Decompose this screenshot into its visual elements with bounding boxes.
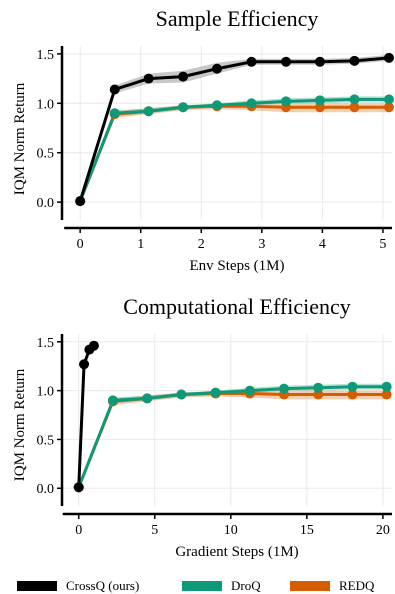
point-redq xyxy=(314,102,325,113)
grid xyxy=(62,334,392,506)
chart-title: Sample Efficiency xyxy=(156,6,319,31)
point-droq xyxy=(142,393,153,404)
point-droq xyxy=(244,385,255,396)
point-crossq-ours xyxy=(109,84,120,95)
x-tick-label: 0 xyxy=(77,237,84,252)
legend-label-crossq: CrossQ (ours) xyxy=(66,578,139,593)
point-droq xyxy=(349,94,360,105)
point-droq xyxy=(210,387,221,398)
chart-title: Computational Efficiency xyxy=(123,294,350,319)
y-tick-label: 1.5 xyxy=(37,336,55,351)
point-droq xyxy=(279,383,290,394)
point-droq xyxy=(383,94,394,105)
series-points xyxy=(73,340,392,493)
band-crossq-ours xyxy=(80,54,389,202)
point-crossq-ours xyxy=(246,56,257,67)
y-axis-label: IQM Norm Return xyxy=(12,82,28,195)
point-droq xyxy=(281,96,292,107)
x-tick-label: 4 xyxy=(319,237,326,252)
point-crossq-ours xyxy=(349,55,360,66)
y-tick-label: 1.0 xyxy=(37,385,55,400)
x-tick-label: 10 xyxy=(224,523,238,538)
x-tick-label: 5 xyxy=(379,237,386,252)
confidence-bands xyxy=(78,343,387,488)
point-droq xyxy=(212,100,223,111)
axes: 0.0 0.5 1.0 1.5 0 1 2 3 4 5 xyxy=(37,46,392,252)
legend-item-crossq: CrossQ (ours) xyxy=(17,578,139,593)
point-droq xyxy=(178,102,189,113)
point-crossq-ours xyxy=(88,340,99,351)
point-redq xyxy=(383,102,394,113)
point-crossq-ours xyxy=(143,73,154,84)
x-tick-label: 2 xyxy=(198,237,205,252)
line-droq xyxy=(78,97,389,202)
series-lines xyxy=(77,344,387,488)
x-tick-label: 3 xyxy=(258,237,265,252)
legend-swatch-crossq xyxy=(17,581,57,591)
legend-swatch-droq xyxy=(182,581,222,591)
point-droq xyxy=(246,98,257,109)
point-droq xyxy=(176,389,187,400)
point-crossq-ours xyxy=(178,71,189,82)
y-tick-label: 0.0 xyxy=(37,482,55,497)
point-droq xyxy=(109,108,120,119)
legend-item-droq: DroQ xyxy=(182,578,261,593)
legend-item-redq: REDQ xyxy=(290,578,375,593)
point-droq xyxy=(313,382,324,393)
grid xyxy=(62,46,392,220)
y-axis-label: IQM Norm Return xyxy=(12,368,28,481)
y-tick-label: 0.5 xyxy=(37,147,55,162)
legend-label-redq: REDQ xyxy=(339,578,375,593)
point-redq xyxy=(347,389,358,400)
chart-sample-efficiency: Sample Efficiency 0.0 0.5 1.0 1.5 0 1 2 3 4 5 Env… xyxy=(12,6,394,274)
point-droq xyxy=(381,381,392,392)
point-redq xyxy=(381,389,392,400)
y-tick-label: 0.5 xyxy=(37,433,55,448)
y-tick-label: 1.0 xyxy=(37,97,55,112)
point-crossq-ours xyxy=(314,56,325,67)
line-redq xyxy=(77,392,387,488)
chart-computational-efficiency: Computational Efficiency 0.0 0.5 1.0 1.5 0 5 1… xyxy=(12,294,392,560)
legend: CrossQ (ours) DroQ REDQ xyxy=(17,578,375,593)
point-droq xyxy=(347,381,358,392)
x-tick-label: 1 xyxy=(137,237,144,252)
line-redq xyxy=(78,104,389,202)
series-points xyxy=(75,52,394,207)
point-redq xyxy=(313,389,324,400)
point-droq xyxy=(143,106,154,117)
legend-label-droq: DroQ xyxy=(231,578,261,593)
x-tick-label: 20 xyxy=(376,523,390,538)
line-droq xyxy=(77,385,387,488)
legend-swatch-redq xyxy=(290,581,330,591)
x-tick-label: 15 xyxy=(300,523,314,538)
point-crossq-ours xyxy=(73,482,84,493)
x-tick-label: 5 xyxy=(151,523,158,538)
point-redq xyxy=(349,102,360,113)
axes: 0.0 0.5 1.0 1.5 0 5 10 15 20 xyxy=(37,334,392,538)
point-droq xyxy=(314,95,325,106)
y-tick-label: 1.5 xyxy=(37,48,55,63)
x-axis-label: Gradient Steps (1M) xyxy=(175,544,298,560)
point-droq xyxy=(107,395,118,406)
y-tick-label: 0.0 xyxy=(37,196,55,211)
line-crossq-ours xyxy=(78,56,390,202)
series-lines xyxy=(78,56,390,202)
confidence-bands xyxy=(80,54,389,202)
point-crossq-ours xyxy=(212,63,223,74)
point-crossq-ours xyxy=(383,52,394,63)
point-crossq-ours xyxy=(281,56,292,67)
x-tick-label: 0 xyxy=(75,523,82,538)
point-crossq-ours xyxy=(75,196,86,207)
x-axis-label: Env Steps (1M) xyxy=(190,258,285,274)
point-crossq-ours xyxy=(79,359,90,370)
